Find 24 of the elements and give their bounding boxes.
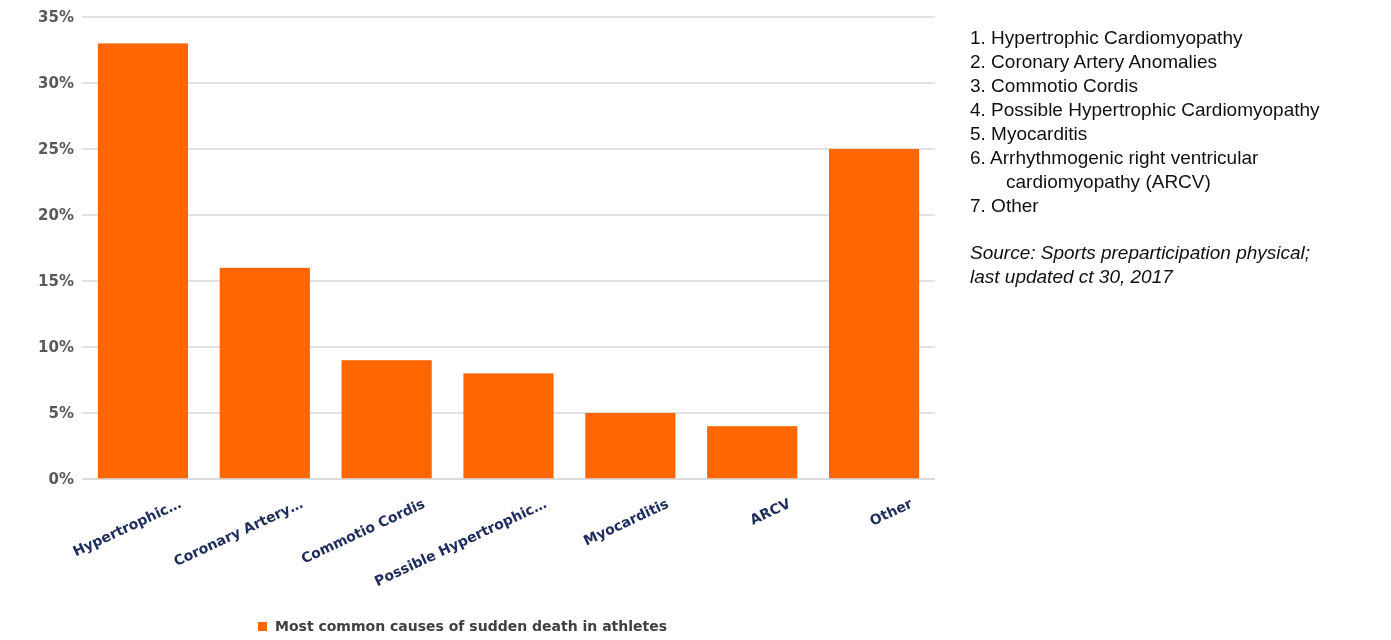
bar <box>341 360 432 479</box>
y-tick-label: 35% <box>38 8 74 27</box>
text: 5. Myocarditis <box>970 122 1089 146</box>
y-tick-label: 25% <box>38 140 74 159</box>
bar <box>707 426 798 479</box>
text: 3. Commotio Cordis <box>970 74 1139 98</box>
source-note: Source: Sports preparticipation physical; last updated ct 30, 2017 <box>970 241 1312 289</box>
bar <box>219 267 310 479</box>
y-tick-label: 30% <box>38 74 74 93</box>
y-tick-label: 10% <box>38 338 74 357</box>
y-tick-label: 15% <box>38 272 74 291</box>
bar <box>828 149 920 479</box>
bar <box>463 373 554 479</box>
text: 2. Coronary Artery Anomalies <box>970 50 1219 74</box>
y-tick-label: 0% <box>48 470 74 489</box>
text: 1. Hypertrophic Cardiomyopathy <box>970 26 1244 50</box>
bar <box>585 413 676 479</box>
bar <box>97 43 189 479</box>
legend-label: Most common causes of sudden death in athletes <box>275 618 668 634</box>
y-tick-label: 5% <box>48 404 74 423</box>
text: 4. Possible Hypertrophic Cardiomyopathy <box>970 98 1321 122</box>
text: 7. Other <box>970 194 1040 218</box>
text: 6. Arrhythmogenic right ventricular cardiomyopathy (ARCV) <box>970 146 1260 194</box>
y-tick-label: 20% <box>38 206 74 225</box>
